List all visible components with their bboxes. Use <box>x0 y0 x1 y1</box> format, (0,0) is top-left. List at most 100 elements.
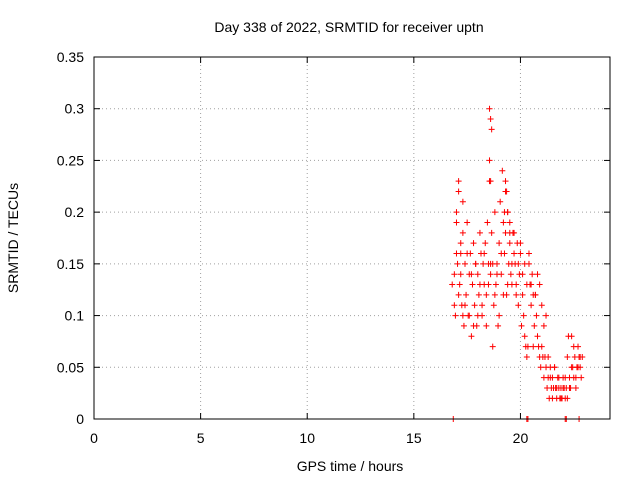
data-point <box>555 374 562 381</box>
data-point <box>487 260 494 267</box>
data-point <box>562 374 569 381</box>
data-point <box>480 260 487 267</box>
data-point <box>508 260 515 267</box>
data-point <box>460 322 467 329</box>
data-point <box>474 312 481 319</box>
data-point <box>462 302 469 309</box>
data-point <box>543 312 550 319</box>
data-point <box>497 198 504 205</box>
data-point <box>475 291 482 298</box>
data-point <box>534 333 541 340</box>
data-point <box>498 250 505 257</box>
x-tick-label: 5 <box>197 430 205 446</box>
data-point <box>566 384 573 391</box>
data-point <box>490 302 497 309</box>
data-point <box>457 271 464 278</box>
data-point <box>464 219 471 226</box>
data-point <box>519 291 526 298</box>
data-point <box>525 250 532 257</box>
data-point <box>491 209 498 216</box>
y-tick-label: 0.05 <box>57 359 84 375</box>
data-point <box>459 229 466 236</box>
x-tick-label: 10 <box>299 430 315 446</box>
data-point <box>564 395 571 402</box>
data-point <box>502 178 509 185</box>
data-point <box>454 260 461 267</box>
data-point <box>524 343 531 350</box>
data-point <box>483 322 490 329</box>
data-point <box>540 322 547 329</box>
data-point <box>449 281 456 288</box>
data-point <box>518 322 525 329</box>
data-point <box>557 395 564 402</box>
data-point <box>520 312 527 319</box>
axis-ticks <box>93 56 610 420</box>
data-point <box>455 291 462 298</box>
data-point <box>481 250 488 257</box>
data-point <box>506 229 513 236</box>
data-point <box>462 260 469 267</box>
data-point <box>487 271 494 278</box>
data-point <box>500 291 507 298</box>
data-point <box>466 312 473 319</box>
data-point <box>501 209 508 216</box>
data-point <box>496 312 503 319</box>
data-point <box>464 250 471 257</box>
data-point <box>468 271 475 278</box>
data-point <box>479 302 486 309</box>
data-point <box>453 250 460 257</box>
data-point <box>492 281 499 288</box>
data-point <box>476 229 483 236</box>
data-point <box>568 364 575 371</box>
data-point <box>506 219 513 226</box>
data-point <box>528 281 535 288</box>
data-point <box>572 384 579 391</box>
plot-frame <box>93 56 611 420</box>
data-point <box>459 312 466 319</box>
data-point <box>493 271 500 278</box>
y-tick-label: 0 <box>76 411 84 427</box>
data-point <box>570 343 577 350</box>
y-tick-label: 0.2 <box>65 204 85 220</box>
data-point <box>500 219 507 226</box>
data-point <box>456 281 463 288</box>
data-point <box>453 219 460 226</box>
data-point <box>452 312 459 319</box>
data-point <box>564 353 571 360</box>
x-tick-label: 20 <box>513 430 529 446</box>
data-point <box>553 384 560 391</box>
data-point <box>537 364 544 371</box>
data-point <box>496 240 503 247</box>
y-tick-label: 0.1 <box>65 308 85 324</box>
data-point <box>568 333 575 340</box>
data-point <box>551 364 558 371</box>
data-point <box>572 374 579 381</box>
data-point <box>470 240 477 247</box>
data-point <box>455 178 462 185</box>
data-point <box>534 271 541 278</box>
y-axis-label: SRMTID / TECUs <box>5 183 21 293</box>
data-point <box>471 302 478 309</box>
data-point <box>483 291 490 298</box>
data-point <box>489 343 496 350</box>
data-point <box>506 240 513 247</box>
data-points <box>449 105 586 422</box>
data-point <box>504 281 511 288</box>
data-point <box>533 312 540 319</box>
data-point <box>517 240 524 247</box>
data-point <box>538 343 545 350</box>
data-point <box>536 281 543 288</box>
data-point <box>549 374 556 381</box>
data-point <box>488 126 495 133</box>
x-tick-label: 15 <box>406 430 422 446</box>
data-point <box>515 302 522 309</box>
data-point <box>531 322 538 329</box>
data-point <box>530 343 537 350</box>
y-tick-label: 0.15 <box>57 256 84 272</box>
chart-title: Day 338 of 2022, SRMTID for receiver upt… <box>214 19 483 35</box>
data-point <box>515 260 522 267</box>
data-point <box>474 271 481 278</box>
data-point <box>513 281 520 288</box>
data-point <box>503 188 510 195</box>
